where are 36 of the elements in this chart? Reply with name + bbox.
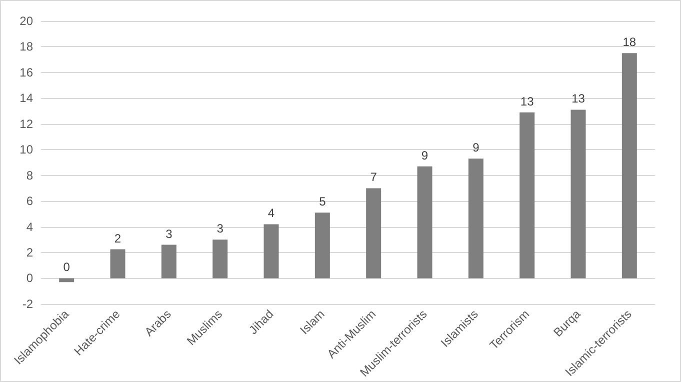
data-label: 5	[319, 194, 326, 209]
y-tick-label: 12	[20, 116, 34, 131]
y-tick-label: 10	[20, 142, 34, 157]
bar	[264, 224, 279, 278]
bar	[468, 158, 484, 278]
data-label: 18	[622, 35, 636, 50]
bar	[622, 53, 637, 278]
data-label: 9	[472, 140, 480, 155]
bar	[570, 110, 586, 278]
bar	[520, 112, 535, 278]
data-label: 13	[520, 94, 534, 108]
y-tick-label: 4	[26, 220, 34, 234]
y-tick-label: 20	[20, 14, 34, 28]
bar	[417, 166, 432, 278]
data-label: 4	[268, 206, 275, 220]
y-tick-label: 14	[20, 91, 34, 106]
data-label: 3	[166, 226, 173, 241]
y-tick-label: 6	[26, 194, 34, 208]
y-tick-label: 2	[26, 245, 34, 260]
bar	[212, 240, 228, 278]
data-label: 13	[572, 92, 586, 106]
y-tick-label: 16	[20, 65, 34, 80]
data-label: 0	[63, 260, 70, 274]
bar	[366, 188, 382, 278]
data-label: 7	[370, 170, 378, 184]
data-label: 3	[216, 222, 224, 236]
data-label: 9	[421, 148, 428, 162]
data-label: 2	[114, 231, 122, 246]
bar	[161, 244, 176, 278]
y-tick-label: 8	[26, 168, 34, 182]
y-tick-label: 18	[20, 40, 34, 54]
bar	[110, 249, 126, 278]
y-tick-label: 0	[26, 271, 34, 286]
bar	[59, 278, 74, 282]
y-tick-label: -2	[22, 296, 34, 311]
bar	[314, 212, 330, 278]
